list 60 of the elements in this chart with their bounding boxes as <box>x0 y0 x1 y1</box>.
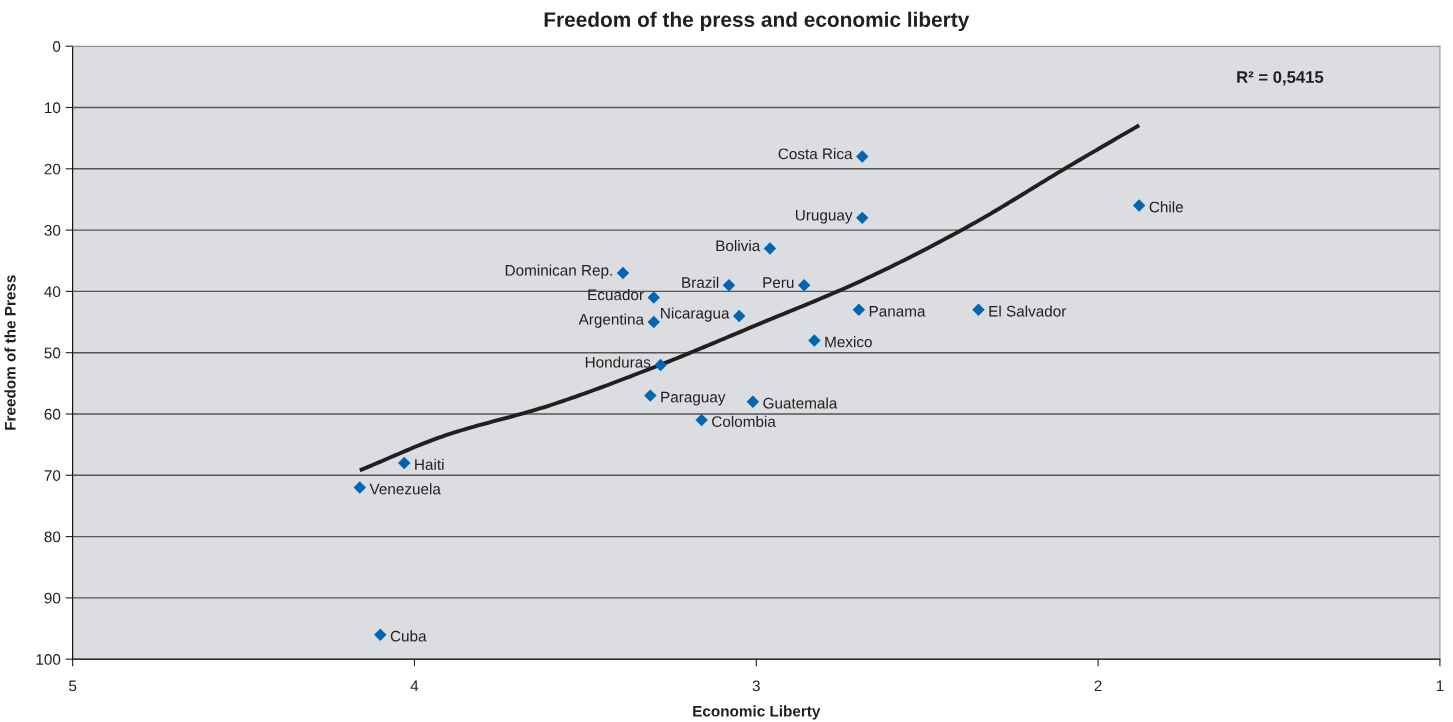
annotation: R² = 0,5415 <box>1237 71 1324 86</box>
data-label: Peru <box>763 277 794 288</box>
point <box>797 279 811 292</box>
y-tick-label: 30 <box>44 224 61 236</box>
point <box>856 150 869 163</box>
y-tick-label: 50 <box>44 347 61 359</box>
data-label: Nicaragua <box>661 307 730 322</box>
point <box>616 266 630 280</box>
y-tick-label: 100 <box>36 654 61 665</box>
x-tick-label: 5 <box>69 680 77 692</box>
data-label: Mexico <box>825 336 872 348</box>
y-tick-label: 70 <box>44 470 61 481</box>
x-tick-label: 2 <box>1094 680 1102 692</box>
point <box>808 334 821 347</box>
x-axis-title: Economic Liberty <box>693 705 821 720</box>
point <box>695 413 708 427</box>
point <box>374 628 387 641</box>
data-label: Bolivia <box>716 239 761 252</box>
data-label: Guatemala <box>763 397 838 409</box>
point <box>732 309 746 323</box>
data-label: Argentina <box>578 313 645 328</box>
x-tick-label: 3 <box>752 680 760 692</box>
point <box>852 303 866 316</box>
point <box>972 303 985 316</box>
data-label: Chile <box>1149 201 1183 213</box>
data-label: Colombia <box>712 415 776 427</box>
point <box>1132 199 1146 212</box>
point <box>644 389 657 402</box>
point <box>398 456 411 470</box>
y-tick-label: 40 <box>44 286 61 298</box>
data-label: Haiti <box>415 458 444 470</box>
x-tick-label: 4 <box>410 680 419 692</box>
x-tick-label: 1 <box>1436 680 1444 692</box>
point <box>856 211 869 225</box>
data-label: Paraguay <box>661 391 726 406</box>
y-tick-label: 60 <box>44 408 61 420</box>
data-label: Brazil <box>682 276 719 288</box>
data-label: Venezuela <box>369 483 441 495</box>
data-label: Costa Rica <box>778 148 853 160</box>
data-label: Uruguay <box>795 209 853 224</box>
data-label: Honduras <box>585 356 651 368</box>
chart-title: Freedom of the press and economic liberty <box>544 11 970 32</box>
point <box>746 395 760 408</box>
y-tick-label: 90 <box>44 592 61 604</box>
y-tick-label: 80 <box>44 531 61 543</box>
data-label: Panama <box>869 306 926 317</box>
y-tick-label: 20 <box>44 163 61 175</box>
y-axis-title: Freedom of the Press <box>4 275 16 430</box>
point <box>654 358 667 372</box>
point <box>647 291 660 304</box>
data-label: Dominican Rep. <box>505 264 612 279</box>
data-label: El Salvador <box>989 305 1067 317</box>
point <box>763 242 777 255</box>
y-tick-label: 10 <box>45 102 61 114</box>
point <box>353 481 366 494</box>
point <box>647 315 660 329</box>
point <box>722 279 736 292</box>
y-tick-label: 0 <box>52 41 61 52</box>
data-label: Ecuador <box>588 289 644 301</box>
data-label: Cuba <box>390 630 427 642</box>
